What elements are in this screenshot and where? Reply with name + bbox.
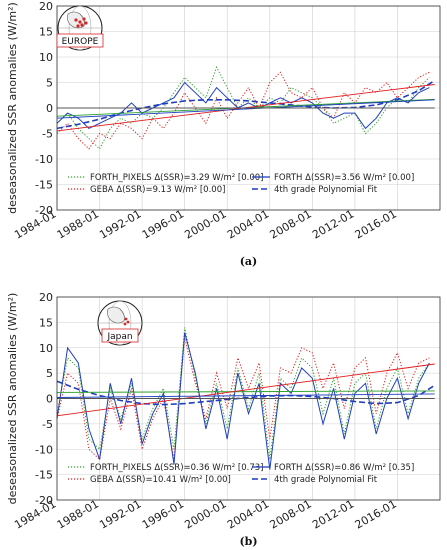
y-tick-label: 15 bbox=[39, 316, 53, 329]
globe-inset: EUROPE bbox=[56, 5, 104, 51]
series-4th-grade-polynomial-fit bbox=[56, 380, 436, 406]
region-label: Japan bbox=[106, 332, 132, 342]
y-tick-label: -5 bbox=[42, 128, 53, 141]
series-geba-trend bbox=[56, 363, 435, 417]
series-geba bbox=[56, 337, 430, 461]
x-tick-label: 1992-01 bbox=[97, 497, 143, 531]
y-tick-label: -15 bbox=[35, 179, 53, 192]
y-tick-label: -20 bbox=[35, 494, 53, 507]
x-tick-label: 1988-01 bbox=[55, 207, 101, 241]
series-forth bbox=[56, 332, 430, 470]
station-marker bbox=[78, 20, 82, 24]
x-tick-label: 2000-01 bbox=[182, 497, 228, 531]
y-tick-label: -5 bbox=[42, 418, 53, 431]
station-marker bbox=[82, 17, 86, 21]
region-label: EUROPE bbox=[62, 37, 99, 47]
globe-landmass bbox=[107, 306, 125, 324]
x-tick-label: 2008-01 bbox=[268, 497, 314, 531]
series-forth-trend bbox=[56, 393, 435, 398]
panel-caption: (a) bbox=[240, 255, 258, 268]
x-tick-label: 2004-01 bbox=[225, 207, 271, 241]
x-tick-label: 2008-01 bbox=[268, 207, 314, 241]
station-marker bbox=[76, 24, 80, 28]
x-tick-label: 1988-01 bbox=[55, 497, 101, 531]
y-tick-label: 0 bbox=[46, 393, 53, 406]
station-marker bbox=[123, 322, 127, 326]
legend-entry: GEBA Δ(SSR)=10.41 W/m² [0.00] bbox=[90, 475, 231, 485]
chart-panel-1: 20151050-5-10-15-201984-011988-011992-01… bbox=[6, 0, 441, 268]
series-forth-pixels bbox=[56, 65, 430, 150]
y-tick-label: -10 bbox=[35, 443, 53, 456]
x-tick-label: 2016-01 bbox=[353, 497, 399, 531]
y-tick-label: 20 bbox=[39, 0, 53, 13]
x-tick-label: 2012-01 bbox=[310, 207, 356, 241]
y-tick-label: -10 bbox=[35, 153, 53, 166]
series-geba bbox=[56, 71, 430, 150]
x-tick-label: 2012-01 bbox=[310, 497, 356, 531]
legend-entry: GEBA Δ(SSR)=9.13 W/m² [0.00] bbox=[90, 185, 225, 195]
plot-frame bbox=[56, 5, 441, 211]
legend-entry: FORTH_PIXELS Δ(SSR)=3.29 W/m² [0.00] bbox=[90, 173, 263, 183]
station-marker bbox=[126, 320, 130, 324]
legend-entry: FORTH Δ(SSR)=0.86 W/m² [0.35] bbox=[274, 463, 414, 473]
legend-entry: 4th grade Polynomial Fit bbox=[274, 475, 378, 485]
y-axis-label: deseasonalized SSR anomalies (W/m²) bbox=[6, 2, 19, 214]
y-tick-label: 20 bbox=[39, 291, 53, 304]
y-tick-label: -15 bbox=[35, 469, 53, 482]
x-tick-label: 2004-01 bbox=[225, 497, 271, 531]
x-tick-label: 1992-01 bbox=[97, 207, 143, 241]
y-tick-label: -20 bbox=[35, 204, 53, 217]
y-axis-label: deseasonalized SSR anomalies (W/m²) bbox=[6, 293, 19, 505]
station-marker bbox=[124, 317, 128, 321]
panel-caption: (b) bbox=[239, 535, 257, 548]
x-tick-label: 1996-01 bbox=[140, 497, 186, 531]
y-tick-label: 10 bbox=[39, 51, 53, 64]
legend-entry: FORTH Δ(SSR)=3.56 W/m² [0.00] bbox=[274, 173, 414, 183]
station-marker bbox=[80, 23, 84, 27]
x-tick-label: 2000-01 bbox=[182, 207, 228, 241]
series-forth-pixels bbox=[56, 327, 430, 460]
series-forth-pixels-trend bbox=[56, 390, 435, 393]
y-tick-label: 15 bbox=[39, 26, 53, 39]
legend-entry: FORTH_PIXELS Δ(SSR)=0.36 W/m² [0.73] bbox=[90, 463, 263, 473]
series-forth-trend bbox=[56, 99, 435, 119]
plot-frame bbox=[56, 296, 441, 501]
chart-panel-2: 20151050-5-10-15-201984-011988-011992-01… bbox=[6, 291, 441, 548]
y-tick-label: 5 bbox=[46, 367, 53, 380]
x-tick-label: 2016-01 bbox=[353, 207, 399, 241]
globe-inset: Japan bbox=[97, 300, 143, 346]
x-tick-label: 1996-01 bbox=[140, 207, 186, 241]
station-marker bbox=[74, 18, 78, 22]
region-label-box bbox=[56, 33, 104, 48]
station-marker bbox=[84, 21, 88, 25]
region-label-box bbox=[101, 328, 139, 343]
y-tick-label: 0 bbox=[46, 102, 53, 115]
y-tick-label: 5 bbox=[46, 77, 53, 90]
y-tick-label: 10 bbox=[39, 342, 53, 355]
legend-entry: 4th grade Polynomial Fit bbox=[274, 185, 378, 195]
